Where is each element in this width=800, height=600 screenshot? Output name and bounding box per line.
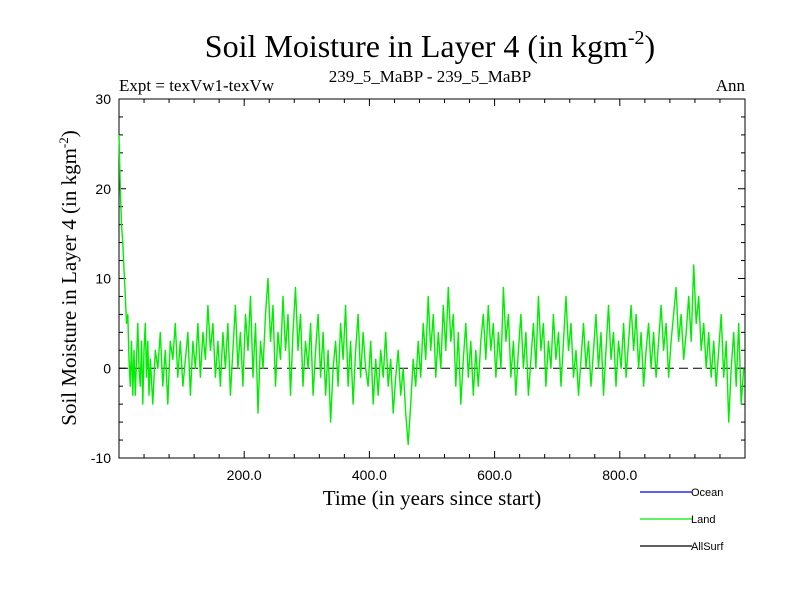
- series-line-land: [118, 134, 745, 446]
- y-axis-label-main: Soil Moisture in Layer 4 (in kgm: [57, 148, 81, 426]
- y-axis: -10 0 10 20 30: [91, 91, 745, 466]
- x-tick-label: 800.0: [602, 467, 637, 483]
- subtitle-center: 239_5_MaBP - 239_5_MaBP: [329, 67, 531, 86]
- y-tick-label: 10: [95, 271, 111, 287]
- legend: Ocean Land AllSurf: [640, 487, 724, 553]
- x-tick-label: 400.0: [352, 467, 387, 483]
- y-tick-label: 30: [95, 91, 111, 107]
- y-axis-label-close: ): [57, 130, 81, 137]
- subtitle-right: Ann: [716, 76, 746, 95]
- x-axis-label: Time (in years since start): [323, 486, 542, 510]
- legend-label-land: Land: [691, 514, 715, 526]
- y-tick-label: -10: [91, 450, 111, 466]
- y-axis-label: Soil Moisture in Layer 4 (in kgm-2): [56, 130, 81, 425]
- x-axis: 200.0 400.0 600.0 800.0: [143, 99, 721, 483]
- y-tick-label: 0: [103, 360, 111, 376]
- y-axis-label-sup: -2: [56, 137, 71, 148]
- chart-title-sup: -2: [628, 27, 645, 49]
- y-tick-label: 20: [95, 181, 111, 197]
- subtitle-left: Expt = texVw1-texVw: [119, 76, 275, 95]
- plot-frame: [118, 98, 746, 459]
- legend-label-allsurf: AllSurf: [691, 541, 724, 553]
- chart-title-close: ): [645, 28, 656, 64]
- chart-title-main: Soil Moisture in Layer 4 (in kgm: [205, 28, 628, 64]
- chart-title: Soil Moisture in Layer 4 (in kgm-2): [205, 27, 655, 64]
- series-layer: [118, 134, 745, 446]
- legend-label-ocean: Ocean: [691, 487, 723, 499]
- x-tick-label: 600.0: [477, 467, 512, 483]
- x-tick-label: 200.0: [227, 467, 262, 483]
